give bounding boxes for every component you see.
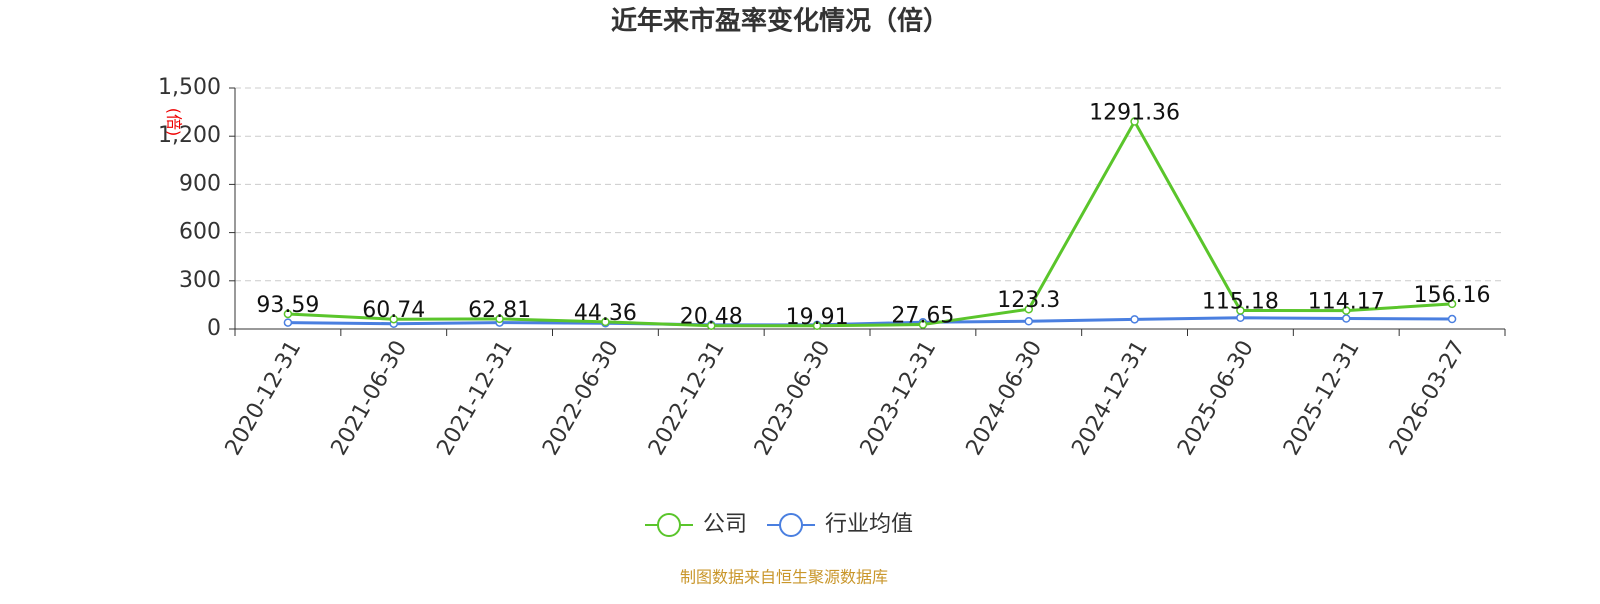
x-tick-label: 2020-12-31 (221, 337, 307, 460)
data-point (283, 309, 293, 319)
data-point (1447, 299, 1457, 309)
x-tick-label: 2022-06-30 (538, 337, 624, 460)
data-point (918, 320, 928, 329)
series-line (287, 316, 1453, 327)
data-label: 115.18 (1202, 289, 1279, 314)
x-tick-label: 2023-12-31 (856, 337, 942, 460)
series-line (287, 118, 1453, 328)
data-label: 20.48 (680, 305, 743, 330)
x-tick-label: 2023-06-30 (750, 337, 836, 460)
data-point (707, 321, 716, 330)
y-tick-label: 1,500 (158, 75, 221, 100)
x-tick-label: 2025-06-30 (1173, 337, 1259, 460)
x-tick-label: 2025-12-31 (1279, 337, 1365, 460)
y-tick-label: 600 (179, 220, 221, 245)
y-tick-label: 1,200 (158, 123, 221, 148)
chart-title: 近年来市盈率变化情况（倍） (611, 6, 949, 37)
x-tick-label: 2024-06-30 (962, 337, 1048, 460)
legend-label: 行业均值 (825, 512, 913, 537)
data-label: 114.17 (1308, 290, 1385, 315)
data-point (1024, 304, 1033, 314)
y-tick-label: 0 (207, 316, 221, 341)
y-tick-label: 900 (179, 171, 221, 196)
data-label: 156.16 (1414, 283, 1491, 308)
data-label: 60.74 (362, 298, 425, 323)
data-label: 44.36 (574, 301, 637, 326)
data-point (601, 317, 610, 327)
data-point (1130, 117, 1139, 126)
data-label: 1291.36 (1089, 101, 1180, 126)
data-label: 123.3 (997, 288, 1060, 313)
data-point (1236, 306, 1245, 315)
data-point (1236, 313, 1245, 323)
data-label: 62.81 (468, 298, 531, 323)
x-tick-label: 2026-03-27 (1385, 337, 1471, 460)
x-tick-label: 2021-06-30 (327, 337, 413, 460)
data-point (495, 314, 504, 324)
data-point (1342, 306, 1351, 315)
x-tick-label: 2022-12-31 (644, 337, 730, 460)
x-tick-label: 2024-12-31 (1067, 337, 1153, 460)
data-point (1342, 314, 1351, 323)
data-label: 19.91 (786, 305, 849, 330)
legend-marker (657, 513, 681, 537)
data-point (389, 314, 398, 324)
x-tick-label: 2021-12-31 (432, 337, 518, 460)
data-point (1130, 315, 1139, 324)
data-point (1447, 314, 1457, 324)
legend-label: 公司 (703, 512, 747, 537)
legend-marker (779, 513, 804, 537)
data-point (1024, 317, 1033, 326)
y-tick-label: 300 (179, 268, 221, 293)
data-point (283, 318, 293, 327)
data-label: 93.59 (256, 293, 319, 318)
source-note: 制图数据来自恒生聚源数据库 (680, 568, 888, 587)
y-axis-label: (倍) (165, 108, 184, 137)
data-label: 27.65 (891, 304, 954, 329)
data-point (812, 321, 822, 331)
